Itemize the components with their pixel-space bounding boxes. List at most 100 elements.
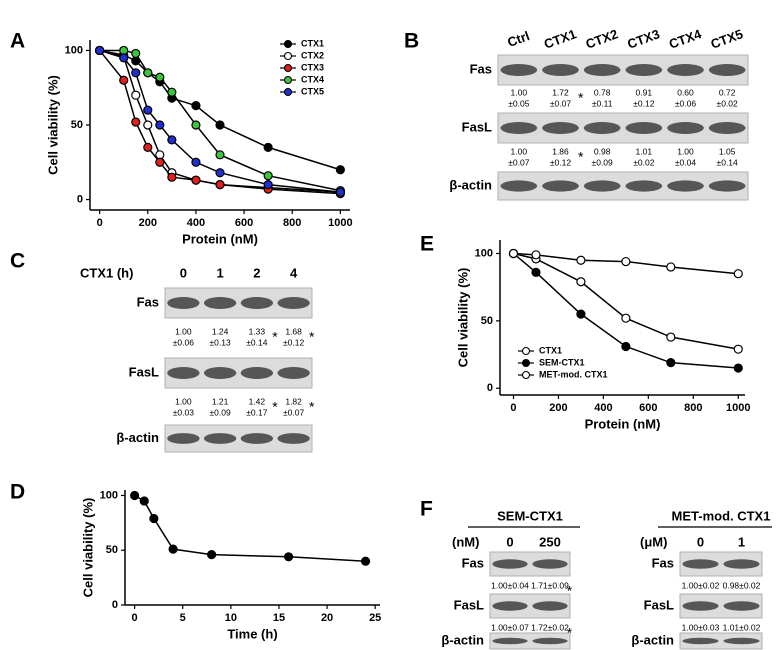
legend-marker (283, 63, 293, 73)
data-point (215, 180, 225, 190)
series-line (513, 252, 739, 350)
data-point (360, 556, 371, 566)
data-point (191, 101, 201, 111)
blot-band (240, 367, 274, 379)
quant-label: ±0.09 (592, 157, 613, 167)
x-tick-label: 200 (549, 402, 567, 414)
quant-label: ±0.14 (246, 337, 267, 347)
data-point (733, 269, 743, 279)
data-point (263, 142, 273, 152)
blot-header: (μM) (640, 534, 667, 549)
x-tick-label: 15 (273, 612, 285, 624)
data-point (191, 120, 201, 130)
quant-label: 1.00±0.04 (491, 580, 529, 590)
quant-label: ±0.13 (210, 337, 231, 347)
quant-label: 1.01±0.02 (723, 622, 761, 632)
quant-label: 1.21 (212, 396, 229, 406)
blot-band (203, 297, 237, 309)
data-point (119, 45, 129, 56)
series-line (99, 49, 341, 195)
quant-label: 1.05 (719, 146, 736, 156)
lane-label: 0 (506, 534, 513, 549)
data-point (143, 68, 153, 78)
data-point (263, 180, 273, 190)
data-point (119, 75, 129, 85)
x-tick-label: 0 (97, 217, 103, 229)
x-tick-label: 400 (187, 217, 205, 229)
blot-header: CTX1 (h) (80, 265, 133, 280)
x-tick-label: 600 (639, 402, 657, 414)
data-point (335, 165, 345, 175)
significance: * (272, 329, 278, 345)
quant-label: ±0.06 (675, 98, 696, 108)
blot-band (167, 297, 200, 309)
data-point (131, 48, 141, 59)
row-label: FasL (462, 119, 492, 134)
quant-label: 0.78 (594, 87, 611, 97)
blot-band (167, 433, 200, 444)
x-tick-label: 25 (369, 612, 381, 624)
significance: * (567, 583, 573, 599)
blot-band (277, 367, 310, 379)
quant-label: 1.24 (212, 326, 229, 336)
quant-label: ±0.17 (246, 407, 267, 417)
quant-label: ±0.07 (508, 157, 529, 167)
quant-label: ±0.06 (173, 337, 194, 347)
quant-label: 1.00 (175, 396, 192, 406)
data-point (531, 267, 541, 277)
lane-label: 0 (180, 265, 187, 280)
quant-label: 1.00±0.02 (682, 580, 720, 590)
data-point (621, 313, 631, 323)
lane-label: CTX2 (584, 26, 620, 51)
quant-label: 0.72 (719, 87, 736, 97)
x-axis-label: Protein (nM) (182, 231, 258, 246)
quant-label: 1.00 (511, 146, 528, 156)
blot-band (500, 122, 538, 134)
data-point (508, 248, 519, 259)
blot-band (492, 559, 528, 569)
quant-label: ±0.05 (508, 98, 529, 108)
x-tick-label: 20 (321, 612, 333, 624)
quant-label: ±0.11 (592, 98, 613, 108)
panel-label: B (404, 30, 419, 53)
lane-label: CTX5 (709, 26, 745, 51)
data-point (531, 250, 541, 260)
series-line (99, 49, 341, 171)
quant-label: 0.91 (636, 87, 653, 97)
row-label: FasL (644, 597, 674, 612)
significance: * (272, 399, 278, 415)
significance: * (578, 149, 584, 165)
data-point (167, 172, 177, 182)
legend-marker (283, 51, 293, 61)
data-point (155, 157, 165, 167)
quant-label: 1.00 (175, 326, 192, 336)
legend-marker (283, 75, 293, 85)
quant-label: 1.00±0.03 (682, 622, 720, 632)
legend-marker (283, 39, 293, 49)
significance: * (309, 329, 315, 345)
legend-label: CTX3 (301, 62, 324, 72)
blot-band (277, 297, 310, 309)
quant-label: 1.71±0.09 (531, 580, 569, 590)
lane-label: CTX3 (625, 26, 661, 51)
blot-band (542, 122, 579, 134)
quant-label: ±0.03 (173, 407, 194, 417)
data-point (167, 135, 177, 145)
row-label: FasL (454, 597, 484, 612)
quant-label: 1.01 (636, 146, 653, 156)
data-point (733, 363, 743, 373)
legend-label: CTX4 (301, 74, 324, 84)
series-line (99, 49, 341, 193)
blot-band (625, 180, 663, 192)
data-point (263, 171, 273, 181)
data-point (621, 341, 631, 352)
data-point (131, 90, 141, 100)
x-tick-label: 1000 (328, 217, 352, 229)
quant-label: ±0.02 (717, 98, 738, 108)
quant-label: ±0.12 (283, 337, 304, 347)
lane-label: CTX4 (667, 26, 704, 52)
blot-strip (497, 54, 749, 86)
panel-label: F (420, 498, 433, 521)
quant-label: ±0.04 (675, 157, 696, 167)
